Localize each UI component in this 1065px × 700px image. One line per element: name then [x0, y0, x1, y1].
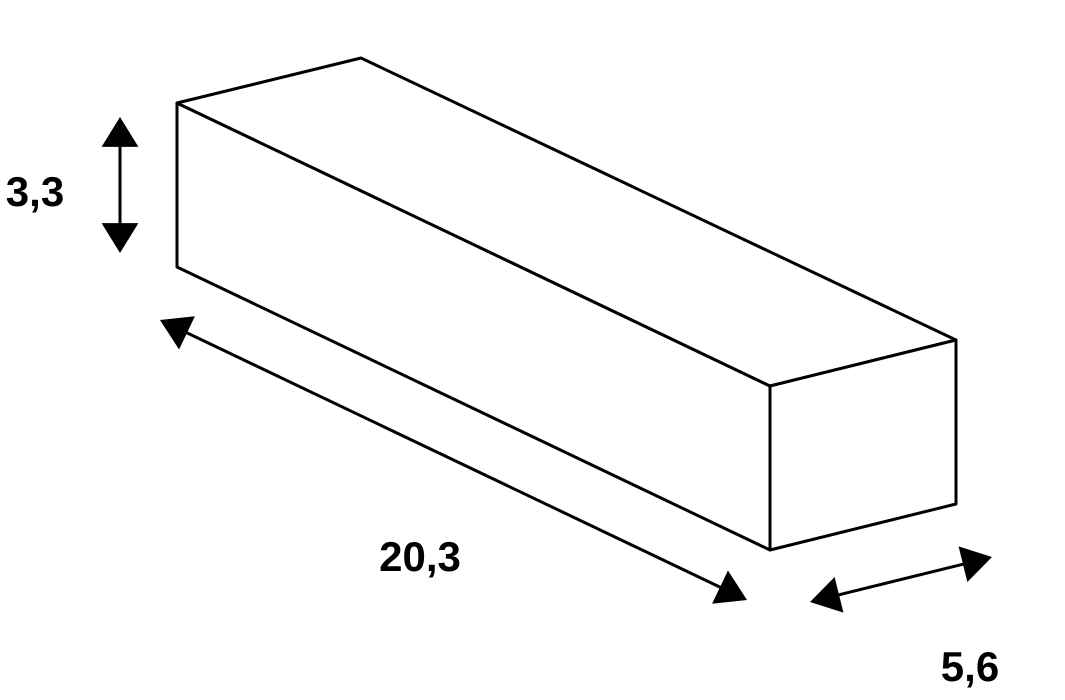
arrowhead-icon	[810, 577, 843, 613]
dim-label-height: 3,3	[6, 168, 64, 215]
arrowhead-icon	[959, 546, 992, 582]
dim-line-width	[832, 563, 969, 597]
arrowhead-icon	[102, 117, 139, 147]
dim-label-width: 5,6	[941, 643, 999, 690]
arrowhead-icon	[102, 223, 139, 253]
dim-label-length: 20,3	[379, 533, 461, 580]
